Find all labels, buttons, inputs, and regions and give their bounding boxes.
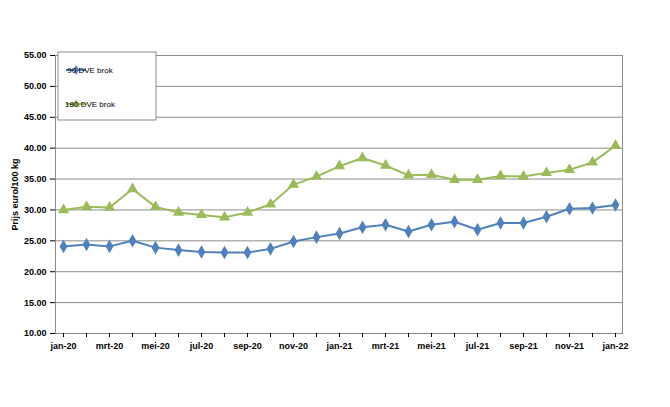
svg-text:mrt-20: mrt-20 <box>96 341 124 351</box>
svg-text:10.00: 10.00 <box>24 328 47 338</box>
svg-text:mei-21: mei-21 <box>417 341 446 351</box>
svg-text:mei-20: mei-20 <box>141 341 170 351</box>
svg-text:55.00: 55.00 <box>24 50 47 60</box>
svg-text:jan-21: jan-21 <box>325 341 352 351</box>
svg-text:50.00: 50.00 <box>24 81 47 91</box>
svg-text:nov-20: nov-20 <box>279 341 308 351</box>
svg-text:mrt-21: mrt-21 <box>372 341 400 351</box>
svg-text:25.00: 25.00 <box>24 236 47 246</box>
svg-text:jan-20: jan-20 <box>49 341 76 351</box>
svg-text:35.00: 35.00 <box>24 174 47 184</box>
svg-text:15.00: 15.00 <box>24 297 47 307</box>
svg-text:jul-20: jul-20 <box>189 341 214 351</box>
svg-text:sep-20: sep-20 <box>233 341 262 351</box>
svg-text:180 DVE brok: 180 DVE brok <box>65 100 116 109</box>
svg-text:45.00: 45.00 <box>24 112 47 122</box>
svg-text:Prijs euro/100 kg: Prijs euro/100 kg <box>10 158 20 230</box>
svg-text:sep-21: sep-21 <box>509 341 538 351</box>
svg-text:jan-22: jan-22 <box>601 341 628 351</box>
svg-text:40.00: 40.00 <box>24 143 47 153</box>
svg-text:jul-21: jul-21 <box>465 341 490 351</box>
svg-text:nov-21: nov-21 <box>555 341 584 351</box>
svg-text:20.00: 20.00 <box>24 267 47 277</box>
svg-text:90 DVE brok: 90 DVE brok <box>67 66 113 75</box>
svg-text:30.00: 30.00 <box>24 205 47 215</box>
